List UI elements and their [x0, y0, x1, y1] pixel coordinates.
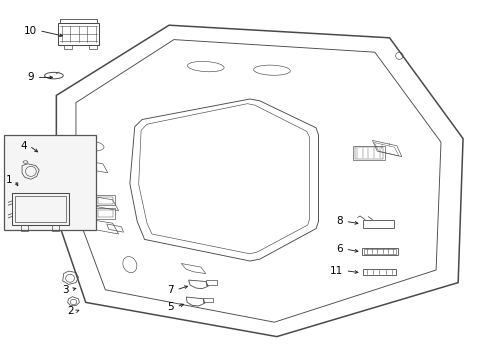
Text: 2: 2 [67, 306, 74, 316]
Bar [364, 249, 396, 254]
Bar [98, 197, 113, 204]
Bar [60, 19, 97, 23]
Text: 3: 3 [62, 285, 69, 295]
Bar [203, 298, 213, 302]
Bar [98, 210, 113, 217]
Text: 10: 10 [24, 26, 37, 36]
Bar [96, 195, 115, 205]
Text: 7: 7 [167, 285, 174, 295]
Bar [363, 269, 396, 275]
Bar [355, 147, 383, 159]
Bar [362, 248, 398, 255]
Bar [12, 193, 69, 225]
Bar [21, 225, 28, 231]
Bar [64, 45, 72, 49]
Bar [206, 280, 217, 285]
Bar [52, 225, 59, 231]
Bar [4, 135, 96, 230]
Text: 1: 1 [5, 175, 12, 185]
Bar [89, 45, 97, 49]
Text: 4: 4 [20, 141, 27, 151]
Bar [363, 220, 394, 228]
Bar [15, 196, 66, 222]
Bar [353, 146, 385, 160]
Bar [58, 23, 99, 45]
Text: 9: 9 [27, 72, 34, 82]
Text: 8: 8 [336, 216, 343, 226]
Bar [96, 208, 115, 219]
Text: 5: 5 [167, 302, 174, 312]
Text: 6: 6 [336, 244, 343, 254]
Text: 11: 11 [330, 266, 343, 276]
